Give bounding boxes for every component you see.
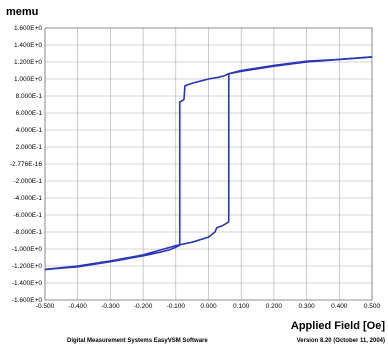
y-tick-label: -8.000E-1 <box>13 229 42 236</box>
x-tick-label: -0.100 <box>167 303 186 310</box>
series-line-descending <box>44 56 373 271</box>
y-tick-label: -1.400E+0 <box>12 280 43 287</box>
y-tick-label: -1.600E+0 <box>12 297 43 304</box>
footer-software: Digital Measurement Systems EasyVSM Soft… <box>67 338 208 344</box>
plot-area <box>44 27 373 301</box>
y-axis-ticks: 1.600E+0 1.400E+0 1.200E+0 1.000E+0 8.000E-1… <box>10 25 43 304</box>
x-axis-ticks: -0.500 -0.400 -0.300 -0.200 -0.100 0.000 0.100… <box>36 303 381 310</box>
footer-version: Version 8.20 (October 11, 2004) <box>297 338 385 344</box>
y-tick-label: 1.200E+0 <box>14 59 42 66</box>
y-tick-label: 1.000E+0 <box>14 76 42 83</box>
x-tick-label: 0.200 <box>266 303 283 310</box>
y-tick-label: -1.000E+0 <box>12 246 43 253</box>
x-tick-label: -0.200 <box>134 303 153 310</box>
y-tick-label: -4.000E-1 <box>13 195 42 202</box>
series-lines <box>44 56 373 271</box>
y-tick-label: 4.000E-1 <box>16 127 43 134</box>
y-tick-label: -6.000E-1 <box>13 212 42 219</box>
x-tick-label: 0.300 <box>298 303 315 310</box>
x-tick-label: 0.100 <box>233 303 250 310</box>
y-tick-label: 1.600E+0 <box>14 25 42 32</box>
y-tick-label: -2.000E-1 <box>13 178 42 185</box>
x-tick-label: 0.400 <box>331 303 348 310</box>
y-tick-label: 8.000E-1 <box>16 93 43 100</box>
x-tick-label: 0.000 <box>200 303 217 310</box>
y-tick-label: -1.200E+0 <box>12 263 43 270</box>
series-line-ascending <box>44 56 373 271</box>
x-tick-label: -0.300 <box>101 303 120 310</box>
x-tick-label: -0.400 <box>68 303 87 310</box>
y-unit-label: memu <box>6 6 38 18</box>
x-axis-title: Applied Field [Oe] <box>291 320 385 332</box>
grid <box>44 27 373 301</box>
x-tick-label: -0.500 <box>36 303 55 310</box>
y-tick-label: 6.000E-1 <box>16 110 43 117</box>
y-tick-label: 2.000E-1 <box>16 144 43 151</box>
y-tick-label: -2.776E-16 <box>10 161 43 168</box>
x-tick-label: 0.500 <box>364 303 381 310</box>
y-tick-label: 1.400E+0 <box>14 42 42 49</box>
